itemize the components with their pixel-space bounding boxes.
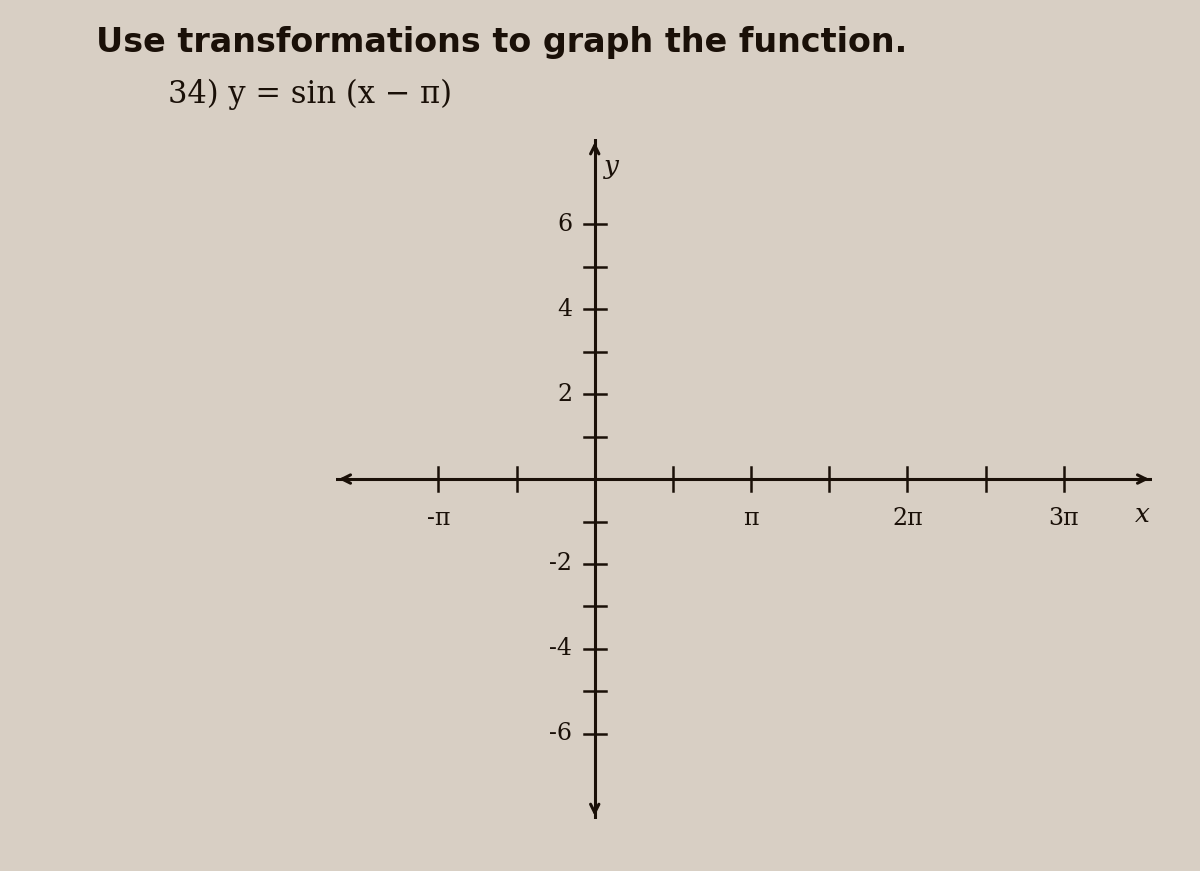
Text: -6: -6 (550, 722, 572, 746)
Text: -2: -2 (550, 552, 572, 576)
Text: -π: -π (427, 507, 450, 530)
Text: π: π (743, 507, 758, 530)
Text: x: x (1135, 503, 1150, 528)
Text: 34) y = sin (x − π): 34) y = sin (x − π) (168, 78, 452, 110)
Text: 4: 4 (557, 298, 572, 321)
Text: -4: -4 (550, 638, 572, 660)
Text: Use transformations to graph the function.: Use transformations to graph the functio… (96, 26, 907, 59)
Text: 2: 2 (557, 382, 572, 406)
Text: 2π: 2π (892, 507, 923, 530)
Text: y: y (604, 154, 618, 179)
Text: 6: 6 (557, 213, 572, 236)
Text: 3π: 3π (1049, 507, 1079, 530)
